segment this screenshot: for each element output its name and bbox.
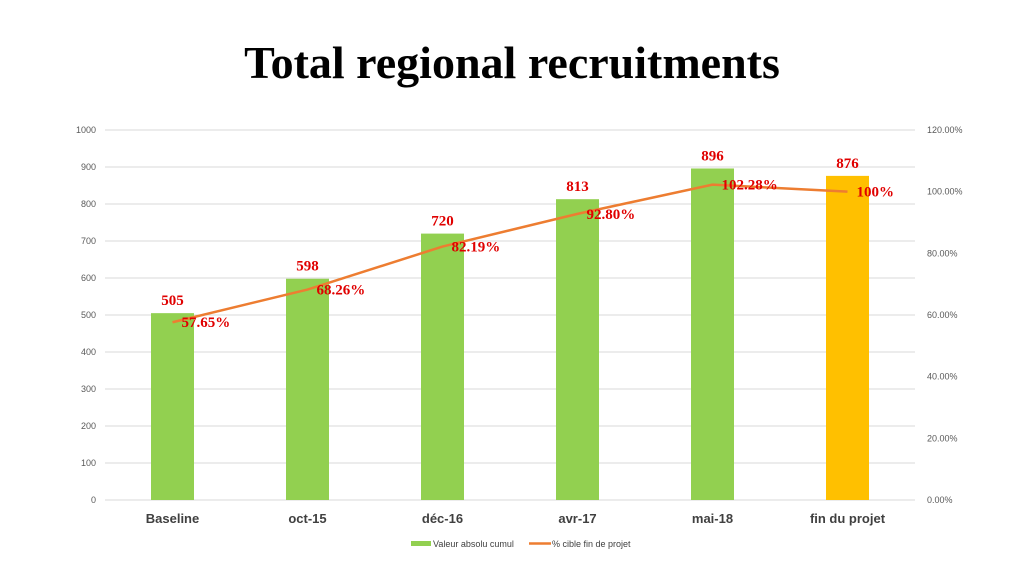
category-label: avr-17	[558, 511, 596, 526]
left-axis-tick: 0	[91, 495, 96, 505]
category-label: fin du projet	[810, 511, 886, 526]
left-axis-tick: 1000	[76, 125, 96, 135]
category-label: déc-16	[422, 511, 463, 526]
right-axis-tick: 120.00%	[927, 125, 963, 135]
left-axis-tick: 100	[81, 458, 96, 468]
left-axis-tick: 500	[81, 310, 96, 320]
bar	[826, 175, 869, 500]
left-axis-tick: 800	[81, 199, 96, 209]
line-data-label: 57.65%	[182, 315, 231, 331]
series-line	[172, 183, 848, 324]
bar	[556, 199, 599, 500]
legend-line-label: % cible fin de projet	[552, 539, 631, 549]
bar	[286, 278, 329, 500]
bar	[421, 233, 464, 500]
category-label: oct-15	[288, 511, 326, 526]
chart-title: Total regional recruitments	[244, 37, 780, 88]
legend-bar-label: Valeur absolu cumul	[433, 539, 514, 549]
legend-bar-swatch	[411, 541, 431, 546]
left-axis-tick: 600	[81, 273, 96, 283]
line-data-label: 82.19%	[452, 240, 501, 256]
bar-data-label: 598	[296, 259, 319, 275]
bar-data-label: 876	[836, 156, 859, 172]
left-axis-tick: 300	[81, 384, 96, 394]
left-axis-tick: 900	[81, 162, 96, 172]
left-axis-tick: 200	[81, 421, 96, 431]
left-axis-tick: 700	[81, 236, 96, 246]
right-axis-tick: 20.00%	[927, 433, 958, 443]
bar-data-label: 896	[701, 148, 724, 164]
line-data-label: 100%	[857, 185, 895, 201]
right-axis-tick: 40.00%	[927, 372, 958, 382]
bar-data-label: 720	[431, 214, 454, 230]
category-label: Baseline	[146, 511, 199, 526]
right-axis-tick: 80.00%	[927, 248, 958, 258]
right-axis-tick: 100.00%	[927, 187, 963, 197]
bar	[691, 168, 734, 501]
bar-data-label: 505	[161, 293, 184, 309]
line-data-label: 68.26%	[317, 283, 366, 299]
line-data-label: 92.80%	[587, 207, 636, 223]
line-data-label: 102.28%	[722, 178, 778, 194]
bar-data-label: 813	[566, 179, 589, 195]
left-axis-tick: 400	[81, 347, 96, 357]
category-label: mai-18	[692, 511, 733, 526]
bar	[151, 313, 194, 500]
right-axis-tick: 0.00%	[927, 495, 953, 505]
right-axis-tick: 60.00%	[927, 310, 958, 320]
